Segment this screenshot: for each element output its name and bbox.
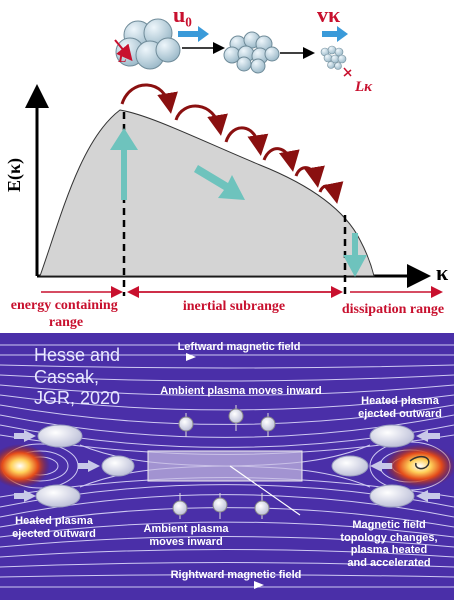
energy-cascade-svg: L u₀ vκ bbox=[4, 2, 449, 330]
energy-spectrum-curve bbox=[39, 109, 375, 277]
citation-line-2: Cassak, bbox=[34, 366, 100, 387]
dissipation-range-label: dissipation range bbox=[342, 302, 444, 317]
small-eddy-icon bbox=[320, 45, 352, 77]
energy-cascade-diagram: L u₀ vκ bbox=[4, 2, 449, 330]
inertial-subrange-label: inertial subrange bbox=[183, 299, 285, 314]
field-lines-svg bbox=[0, 344, 454, 589]
vk-arrow-icon bbox=[322, 26, 348, 42]
heated-left-line-2: ejected outward bbox=[12, 527, 96, 540]
x-axis-label: κ bbox=[436, 260, 449, 285]
ambient-bottom-label: Ambient plasma moves inward bbox=[136, 523, 236, 548]
diffusion-region bbox=[147, 450, 303, 482]
velocity-vk-label: vκ bbox=[317, 2, 341, 27]
ambient-particles-top bbox=[178, 405, 276, 437]
citation-line-3: JGR, 2020 bbox=[34, 388, 121, 409]
magnetic-reconnection-diagram: Hesse and Cassak, JGR, 2020 Leftward mag… bbox=[0, 333, 454, 600]
energy-injection-arrow bbox=[110, 128, 138, 200]
citation-line-1: Hesse and bbox=[34, 345, 121, 365]
medium-eddy-icon bbox=[223, 31, 280, 74]
u0-arrow-icon bbox=[178, 26, 209, 42]
leftward-arrow-icon bbox=[186, 353, 196, 361]
large-eddy-icon bbox=[114, 18, 181, 70]
right-hot-region bbox=[384, 444, 454, 488]
heated-right-line-1: Heated plasma bbox=[361, 395, 439, 407]
citation-text: Hesse and Cassak, JGR, 2020 bbox=[34, 345, 144, 410]
heated-left-label: Heated plasma ejected outward bbox=[2, 515, 106, 540]
ambient-bottom-line-2: moves inward bbox=[149, 535, 223, 548]
topology-label: Magnetic field topology changes, plasma … bbox=[330, 519, 448, 570]
ambient-particles-bottom bbox=[172, 493, 270, 519]
cascade-loop-arrows bbox=[120, 83, 344, 204]
energy-containing-range-label: energy containing range bbox=[11, 298, 121, 330]
left-hot-region bbox=[0, 444, 50, 488]
topology-line-1: Magnetic field bbox=[352, 519, 426, 531]
plasma-blobs bbox=[35, 424, 415, 508]
velocity-u0-label: u₀ bbox=[173, 2, 192, 27]
energy-transfer-arrow bbox=[194, 165, 245, 200]
heated-right-line-2: ejected outward bbox=[358, 407, 442, 420]
leftward-field-label: Leftward magnetic field bbox=[177, 341, 301, 353]
kolmogorov-scale-label: Lκ bbox=[354, 79, 373, 95]
rightward-field-label: Rightward magnetic field bbox=[170, 569, 302, 581]
heated-right-label: Heated plasma ejected outward bbox=[350, 395, 450, 420]
topology-line-2: topology changes, bbox=[340, 531, 438, 544]
energy-dissipation-arrow bbox=[343, 233, 367, 277]
ambient-bottom-line-1: Ambient plasma bbox=[143, 523, 229, 535]
right-vortex bbox=[409, 455, 430, 470]
y-axis-label: E(κ) bbox=[4, 158, 25, 192]
topology-line-4: and accelerated bbox=[347, 556, 431, 569]
topology-line-3: plasma heated bbox=[350, 544, 428, 557]
heated-left-line-1: Heated plasma bbox=[15, 515, 93, 527]
ejection-arrows bbox=[14, 430, 440, 502]
topology-pointer bbox=[229, 465, 301, 516]
rightward-arrow-icon bbox=[254, 581, 264, 589]
ambient-top-label: Ambient plasma moves inward bbox=[160, 385, 322, 397]
length-scale-label: L bbox=[117, 51, 127, 66]
